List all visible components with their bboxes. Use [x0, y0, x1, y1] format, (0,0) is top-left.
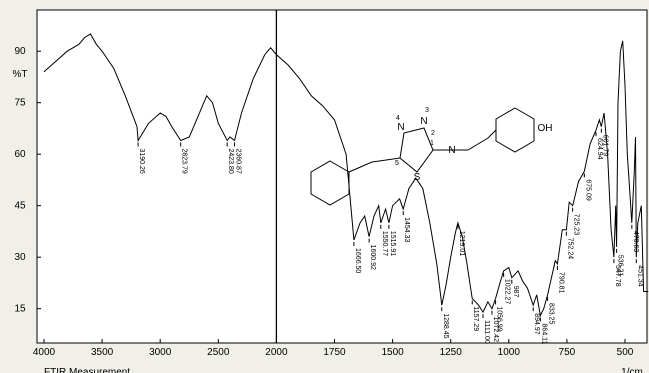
atom-number: 5	[395, 160, 399, 167]
atom-number: 4	[396, 115, 400, 122]
peak-label: 547.78	[614, 265, 621, 287]
x-tick-label: 500	[617, 347, 634, 358]
peak-label: 1219.01	[458, 231, 465, 256]
peak-label: 864.11	[540, 324, 547, 345]
peak-label: 675.09	[584, 179, 591, 201]
spectrum-line	[43, 33, 649, 318]
atom-label: N	[397, 122, 404, 133]
atom-label: N	[420, 116, 427, 127]
x-tick-label: 1750	[323, 347, 346, 358]
peak-label: 987	[512, 286, 519, 298]
x-tick-label: 2000	[265, 347, 288, 358]
peak-label: 1072.42	[492, 317, 499, 342]
peak-label: 1111.00	[483, 320, 490, 344]
x-tick-label: 3000	[149, 347, 172, 358]
peak-label: 1515.91	[389, 231, 396, 256]
peak-label: 1550.77	[381, 231, 388, 256]
y-tick-label: 75	[14, 98, 26, 109]
y-axis-label: %T	[13, 69, 28, 80]
x-tick-label: 2500	[207, 347, 230, 358]
x-tick-label: 4000	[33, 347, 56, 358]
y-tick-label: 30	[14, 252, 26, 263]
peak-label: 1022.27	[504, 279, 511, 304]
peak-label: 601.79	[601, 135, 608, 157]
atom-label: OH	[538, 123, 553, 134]
peak-label: 470.63	[632, 231, 639, 253]
structure	[310, 107, 535, 206]
x-tick-label: 3500	[91, 347, 114, 358]
thiadiazole-ring	[399, 127, 434, 173]
footer: FTIR Measurement	[44, 367, 130, 373]
x-tick-label: 1250	[440, 347, 463, 358]
atom-number: 1	[430, 140, 434, 147]
peak-label: 1454.33	[403, 217, 410, 242]
peak-label: 2823.79	[181, 148, 188, 173]
x-tick-label: 1000	[498, 347, 521, 358]
plot-area	[36, 9, 648, 344]
atom-label: S	[414, 172, 421, 183]
peak-label: 1666.50	[354, 248, 361, 273]
peak-label: 790.81	[557, 272, 564, 294]
y-tick-label: 15	[14, 304, 26, 315]
peak-label: 451.34	[636, 265, 643, 287]
peak-label: 536.21	[617, 255, 624, 277]
peak-label: 3190.26	[138, 148, 145, 173]
atom-label: N	[448, 145, 455, 156]
peak-label: 752.24	[566, 238, 573, 260]
peak-label: 725.23	[573, 214, 580, 236]
peak-label: 833.25	[548, 303, 555, 325]
atom-number: 2	[431, 130, 435, 137]
peak-label: 624.94	[596, 138, 603, 160]
x-tick-label: 750	[559, 347, 576, 358]
y-tick-label: 60	[14, 149, 26, 160]
y-tick-label: 45	[14, 201, 26, 212]
x-tick-label: 1500	[381, 347, 404, 358]
peak-label: 894.97	[533, 313, 540, 335]
x-axis-label: 1/cm	[621, 367, 643, 373]
peak-label: 1600.92	[369, 245, 376, 270]
peak-label: 2360.87	[234, 148, 241, 173]
atom-number: 3	[425, 107, 429, 114]
y-tick-label: 90	[14, 46, 26, 57]
peak-label: 1056.99	[496, 306, 503, 331]
phenol-ring	[495, 107, 535, 153]
imine-bond	[433, 137, 489, 151]
ring-bond	[487, 129, 497, 139]
vinyl-bond	[348, 157, 401, 173]
peak-label: 2423.80	[227, 148, 234, 173]
peak-label: 1288.45	[442, 313, 449, 338]
peak-label: 1157.29	[472, 306, 479, 331]
